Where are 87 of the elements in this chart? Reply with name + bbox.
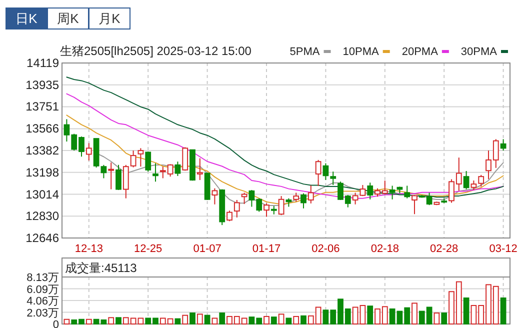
bar: [360, 305, 366, 324]
x-tick-label: 02-28: [430, 243, 458, 255]
y-tick-label: 4.06万: [26, 296, 59, 308]
candlestick: [100, 164, 107, 179]
candlestick: [315, 159, 322, 186]
bar: [264, 316, 270, 324]
bar: [278, 314, 284, 324]
x-tick-label: 12-25: [134, 243, 162, 255]
y-tick-label: 13566: [26, 122, 60, 136]
candlestick: [412, 194, 418, 215]
x-tick-label: 12-13: [74, 243, 103, 255]
bar: [352, 306, 358, 324]
bar: [500, 297, 506, 324]
bar: [93, 318, 100, 324]
legend-label: 5PMA: [290, 46, 320, 58]
candlestick: [264, 202, 270, 218]
y-tick-label: 14119: [26, 56, 60, 70]
y-tick-label: 12646: [26, 231, 60, 245]
candlestick: [174, 161, 181, 176]
candlestick: [278, 196, 284, 216]
bar: [204, 314, 210, 324]
bar: [182, 314, 188, 324]
candlestick: [352, 192, 358, 205]
tab: 月K: [88, 8, 130, 30]
y-tick-label: 12830: [26, 209, 60, 224]
tab: 日K: [6, 8, 48, 30]
candlestick: [500, 138, 506, 152]
candlestick: [145, 151, 152, 172]
candlestick: [108, 162, 114, 190]
candlestick: [152, 162, 158, 182]
y-tick-label: 8.13万: [26, 272, 59, 284]
bar: [212, 318, 218, 324]
legend-label: 20PMA: [402, 46, 439, 58]
candlestick: [138, 148, 144, 168]
legend-label: 10PMA: [342, 46, 380, 58]
tab: 周K: [47, 8, 89, 30]
bar: [116, 317, 122, 324]
y-tick-label: 13014: [26, 187, 60, 202]
candlestick: [330, 171, 336, 186]
bar: [270, 316, 277, 324]
bar: [86, 318, 92, 324]
bar: [108, 317, 114, 324]
x-tick-label: 01-17: [252, 243, 281, 255]
candlestick: [322, 162, 329, 181]
bar: [463, 297, 470, 324]
x-tick-label: 01-07: [193, 243, 222, 255]
legend-label: 30PMA: [460, 46, 498, 58]
bar: [412, 302, 418, 324]
candlestick: [300, 192, 306, 209]
y-tick-label: 2.03万: [26, 307, 59, 320]
candlestick: [234, 199, 240, 218]
bar: [64, 318, 70, 324]
chart-title: 生猪2505[lh2505] 2025-03-12 15:00: [60, 44, 252, 58]
candlestick: [196, 158, 203, 181]
bar: [367, 306, 374, 324]
chart-title: 成交量:45113: [65, 261, 138, 275]
y-tick-label: 13382: [26, 144, 60, 158]
bar: [286, 318, 292, 324]
candlestick: [116, 164, 122, 191]
candlestick: [212, 188, 218, 205]
y-tick-label: 13198: [26, 165, 60, 180]
y-tick-label: 13751: [26, 100, 60, 114]
candlestick: [389, 185, 396, 200]
bar: [219, 312, 226, 324]
y-tick-label: 0: [52, 319, 59, 328]
candlestick: [367, 182, 374, 200]
bar: [300, 315, 306, 324]
bar: [389, 308, 396, 324]
bar: [434, 312, 440, 324]
candlestick: [86, 142, 92, 162]
bar: [293, 316, 300, 324]
bar: [196, 314, 203, 324]
bar: [100, 319, 107, 324]
bar: [138, 318, 144, 324]
candlestick: [404, 185, 410, 199]
x-tick-label: 03-12: [489, 243, 518, 255]
y-tick-label: 13935: [26, 78, 60, 92]
candlestick: [308, 184, 314, 204]
bar: [174, 318, 181, 324]
y-tick-label: 6.09万: [26, 284, 59, 296]
x-tick-label: 02-06: [312, 243, 340, 255]
bar: [441, 312, 448, 324]
bar: [190, 312, 196, 324]
candlestick: [182, 146, 188, 172]
x-tick-label: 02-18: [370, 243, 399, 255]
candlestick: [226, 210, 232, 222]
candlestick: [463, 170, 470, 190]
